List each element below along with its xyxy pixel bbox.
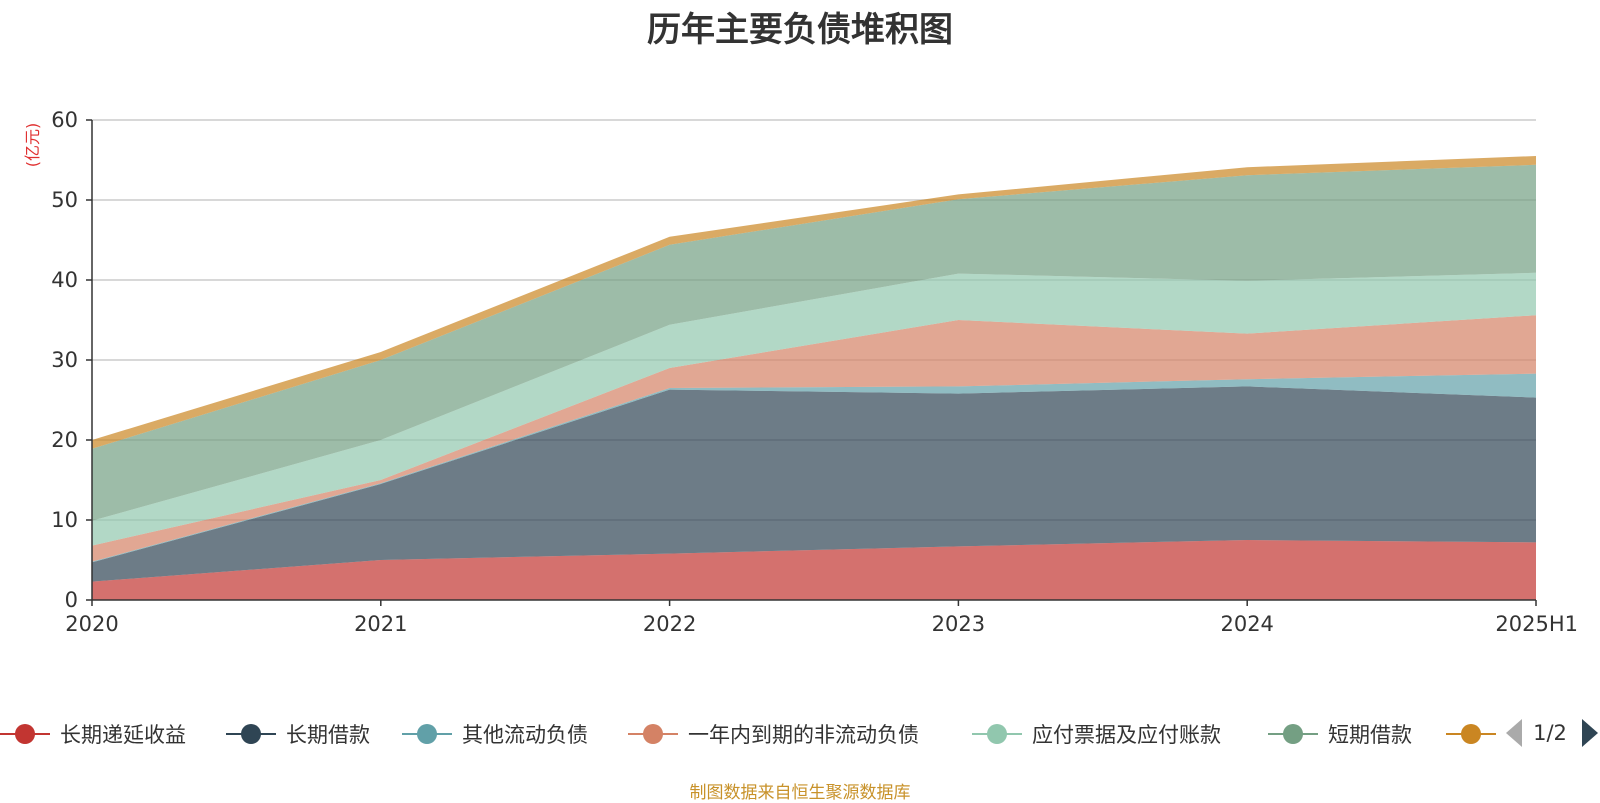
- x-tick-label: 2024: [1220, 612, 1273, 636]
- area-series-0: [92, 540, 1536, 600]
- area-series-3: [92, 315, 1536, 562]
- legend-pager: 1/2: [1506, 719, 1598, 747]
- x-tick-label: 2020: [65, 612, 118, 636]
- legend-page-indicator: 1/2: [1533, 721, 1567, 745]
- legend-label: 长期递延收益: [60, 723, 186, 747]
- y-axis-unit-label: (亿元): [23, 123, 42, 168]
- legend-item-5[interactable]: 短期借款: [1268, 723, 1412, 747]
- legend-marker-icon: [643, 724, 663, 744]
- y-tick-label: 10: [51, 508, 78, 532]
- legend-item-2[interactable]: 其他流动负债: [402, 723, 588, 747]
- legend-label: 其他流动负债: [462, 723, 588, 747]
- chart-title: 历年主要负债堆积图: [647, 10, 953, 50]
- legend-label: 短期借款: [1328, 723, 1412, 747]
- legend-marker-icon: [241, 724, 261, 744]
- y-tick-label: 0: [65, 588, 78, 612]
- y-tick-label: 30: [51, 348, 78, 372]
- legend-label: 应付票据及应付账款: [1032, 723, 1221, 747]
- legend-item-1[interactable]: 长期借款: [226, 723, 370, 747]
- legend-prev-page-icon[interactable]: [1506, 719, 1522, 747]
- x-tick-label: 2025H1: [1495, 612, 1578, 636]
- legend-item-6[interactable]: [1446, 724, 1496, 744]
- y-tick-label: 20: [51, 428, 78, 452]
- legend-next-page-icon[interactable]: [1582, 719, 1598, 747]
- legend-item-4[interactable]: 应付票据及应付账款: [972, 723, 1221, 747]
- legend-marker-icon: [417, 724, 437, 744]
- legend-label: 长期借款: [286, 723, 370, 747]
- legend-item-3[interactable]: 一年内到期的非流动负债: [628, 723, 919, 747]
- area-series-1: [92, 386, 1536, 582]
- y-tick-label: 50: [51, 188, 78, 212]
- data-source-note: 制图数据来自恒生聚源数据库: [689, 783, 911, 803]
- legend-label: 一年内到期的非流动负债: [688, 723, 919, 747]
- area-series-4: [92, 272, 1536, 546]
- x-tick-label: 2023: [932, 612, 985, 636]
- legend-marker-icon: [15, 724, 35, 744]
- legend-marker-icon: [1461, 724, 1481, 744]
- legend-marker-icon: [1283, 724, 1303, 744]
- area-series-5: [92, 164, 1536, 521]
- area-series-layer: [92, 156, 1536, 600]
- legend-item-0[interactable]: 长期递延收益: [0, 723, 186, 747]
- legend: 长期递延收益 长期借款 其他流动负债 一年内到期的非流动负债 应付票据及应付账款 短期借款: [0, 723, 1496, 747]
- x-tick-label: 2022: [643, 612, 696, 636]
- axes: 0 10 20 30 40 50 60 2020 2021 2022 2023 2024 2025H1: [51, 108, 1578, 636]
- y-tick-label: 60: [51, 108, 78, 132]
- legend-marker-icon: [987, 724, 1007, 744]
- x-tick-label: 2021: [354, 612, 407, 636]
- y-tick-label: 40: [51, 268, 78, 292]
